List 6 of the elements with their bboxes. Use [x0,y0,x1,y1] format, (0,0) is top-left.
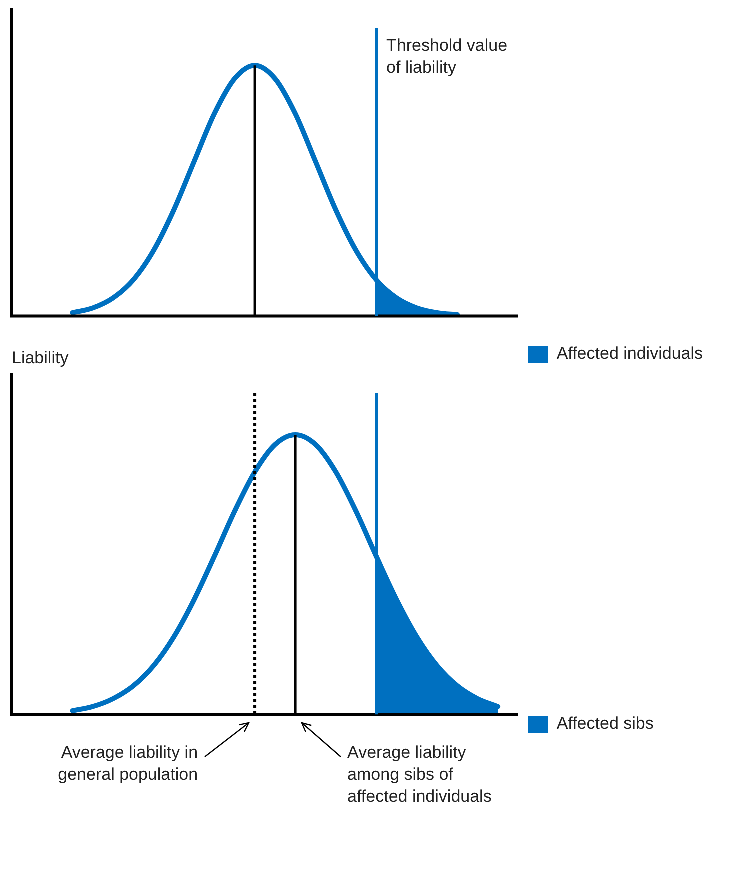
text: Average liability in general population [58,742,198,784]
legend-label: Affected individuals [556,344,704,364]
annotation: Threshold value of liability [386,36,508,78]
x-axis-title: Liability [12,348,70,368]
legend-label: Affected sibs [556,714,654,734]
text: Average liability among sibs of affected individuals [348,742,492,806]
